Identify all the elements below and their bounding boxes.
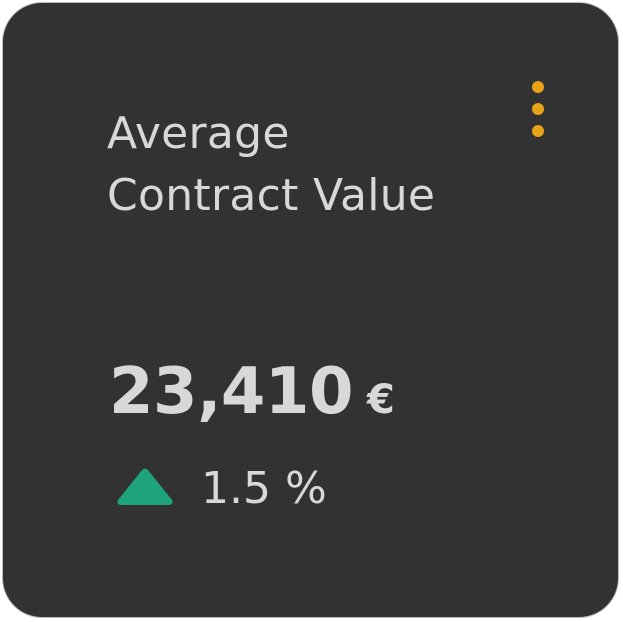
triangle-up-icon — [117, 468, 173, 505]
menu-dot — [532, 81, 544, 93]
kpi-value-row: 23,410 € — [109, 355, 395, 429]
kebab-menu-icon[interactable] — [527, 77, 549, 141]
card-title-line-1: Average — [107, 108, 290, 159]
currency-symbol: € — [366, 377, 395, 423]
kpi-change-percent: 1.5 % — [201, 463, 327, 514]
kpi-value: 23,410 — [109, 355, 353, 429]
card-title: Average Contract Value — [107, 103, 527, 227]
menu-dot — [532, 125, 544, 137]
card-title-line-2: Contract Value — [107, 170, 436, 221]
menu-dot — [532, 103, 544, 115]
